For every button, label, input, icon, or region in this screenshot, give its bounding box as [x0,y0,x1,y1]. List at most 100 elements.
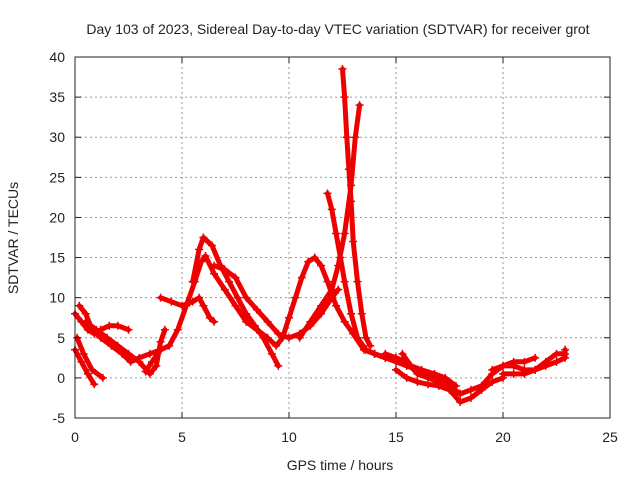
data-point-marker [165,341,174,350]
y-tick-label: 0 [57,370,65,386]
data-point-marker [126,357,135,366]
data-point-marker [156,345,165,354]
data-point-marker [88,365,97,374]
y-tick-label: 15 [49,250,65,266]
data-point-marker [351,133,360,142]
data-point-marker [370,349,379,358]
data-point-marker [477,385,486,394]
data-point-marker [355,101,364,110]
data-point-marker [541,357,550,366]
data-point-marker [430,369,439,378]
data-point-marker [267,349,276,358]
x-tick-label: 5 [178,429,186,445]
data-point-marker [327,285,336,294]
series-arc-p [392,365,465,398]
data-point-marker [306,317,315,326]
data-point-marker [347,197,356,206]
data-point-marker [413,369,422,378]
data-point-marker [340,277,349,286]
data-point-marker [220,285,229,294]
y-tick-label: 35 [49,89,65,105]
y-tick-label: 20 [49,209,65,225]
data-point-marker [466,385,475,394]
data-point-marker [336,253,345,262]
y-tick-labels: -5 0 5 10 15 20 25 30 35 40 [49,49,65,426]
data-point-marker [362,333,371,342]
data-point-marker [160,325,169,334]
data-point-marker [205,313,214,322]
data-point-marker [499,361,507,370]
data-point-marker [173,325,182,334]
data-point-marker [188,277,197,286]
chart-title: Day 103 of 2023, Sidereal Day-to-day VTE… [86,21,589,37]
data-point-marker [295,333,304,342]
data-point-marker [317,261,326,270]
data-point-marker [344,165,353,174]
data-point-marker [488,377,497,386]
data-point-marker [297,273,306,282]
data-point-marker [488,365,497,374]
data-point-marker [392,365,400,374]
data-point-marker [98,373,107,382]
x-tick-label: 20 [495,429,511,445]
data-point-marker [233,293,242,302]
y-axis-label: SDTVAR / TECUs [5,182,21,294]
x-tick-labels: 0 5 10 15 20 25 [71,429,618,445]
y-tick-label: -5 [53,410,66,426]
data-point-marker [531,365,540,374]
data-point-marker [141,367,150,376]
data-point-marker [156,293,165,302]
data-point-marker [552,349,561,358]
data-point-marker [323,277,332,286]
data-point-marker [274,329,283,338]
data-point-marker [332,229,341,238]
data-point-marker [509,369,518,378]
data-point-marker [466,393,475,402]
data-point-marker [499,369,507,378]
x-tick-label: 10 [281,429,297,445]
data-point-marker [124,325,133,334]
series-line [74,335,106,381]
data-point-marker [148,357,157,366]
y-tick-label: 5 [57,330,65,346]
data-point-marker [225,277,234,286]
x-tick-label: 0 [71,429,79,445]
data-point-marker [340,229,349,238]
y-tick-label: 40 [49,49,65,65]
data-point-marker [81,317,90,326]
data-point-marker [451,381,460,390]
y-tick-label: 30 [49,129,65,145]
series-line [340,66,373,349]
data-point-marker [199,233,208,242]
data-series [71,65,570,406]
data-point-marker [83,369,92,378]
data-point-marker [366,341,375,350]
series-line [399,351,459,389]
data-point-marker [75,301,84,310]
x-tick-label: 15 [388,429,404,445]
data-point-marker [81,309,90,318]
data-point-marker [207,241,216,250]
data-point-marker [456,397,465,406]
data-point-marker [105,321,114,330]
data-point-marker [413,377,422,386]
data-point-marker [456,389,465,398]
data-point-marker [77,357,86,366]
data-point-marker [347,309,356,318]
data-point-marker [398,349,407,358]
axis-ticks [74,56,611,419]
data-point-marker [145,349,154,358]
data-point-marker [274,361,283,370]
y-tick-label: 25 [49,169,65,185]
data-point-marker [188,297,197,306]
data-point-marker [79,349,88,358]
data-point-marker [445,385,454,394]
data-point-marker [402,373,411,382]
grid-lines [75,57,610,418]
data-point-marker [304,257,313,266]
plot-frame [74,56,611,419]
series-arc-q [398,349,460,390]
data-point-marker [178,301,186,310]
series-arc-g [156,293,219,326]
data-point-marker [340,93,349,102]
